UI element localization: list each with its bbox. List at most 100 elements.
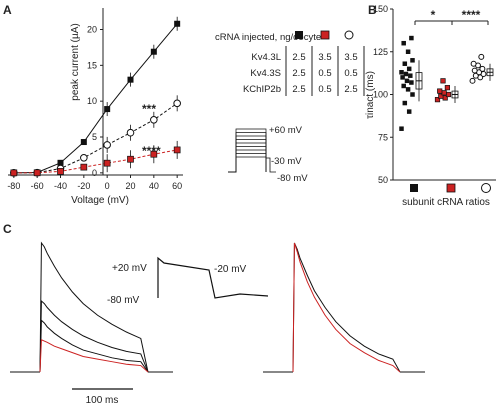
iv-x-tick-label: -60 — [31, 181, 44, 191]
iv-y-tick-label: 10 — [87, 96, 97, 106]
tau-point-2 — [478, 53, 485, 60]
table-cell: 2.5 — [344, 84, 357, 95]
tau-point-0 — [410, 92, 415, 97]
group-marker-red-square — [446, 183, 456, 193]
crna-table: cRNA injected, ng/oocyte Kv4.3L 2.5 3.5 … — [215, 30, 365, 96]
tau-point-2 — [479, 65, 486, 72]
time-scale-label: 100 ms — [86, 395, 119, 406]
protocol-step-line — [228, 139, 267, 173]
iv-series-line-2 — [13, 149, 178, 174]
iv-x-tick-label: 20 — [125, 181, 135, 191]
group-marker-filled-square — [410, 184, 418, 192]
tau-point-0 — [399, 126, 404, 131]
protocol-label-mid: -30 mV — [271, 156, 302, 167]
iv-point-2 — [10, 169, 18, 177]
tau-point-2 — [471, 67, 478, 74]
current-trace-1 — [292, 242, 401, 373]
tau-y-tick-label: 75 — [378, 132, 388, 142]
protocol-step-line — [228, 132, 267, 173]
current-trace-3 — [39, 338, 149, 373]
tau-point-0 — [409, 35, 414, 41]
panel-label-c: C — [3, 222, 12, 236]
table-cell: 0.5 — [318, 84, 331, 95]
tau-x-axis-label: subunit cRNA ratios — [402, 197, 490, 208]
tau-point-1 — [441, 90, 447, 96]
iv-series-line-1 — [13, 102, 178, 174]
tau-point-2 — [469, 77, 476, 84]
tau-point-0 — [404, 78, 410, 84]
table-cell: 0.5 — [344, 68, 357, 79]
iv-x-tick-label: -80 — [7, 181, 20, 191]
iv-series-line-0 — [13, 23, 178, 174]
protocol-step-line — [228, 156, 267, 173]
tau-point-0 — [400, 75, 405, 80]
iv-x-axis-label: Voltage (mV) — [71, 195, 129, 206]
tau-point-0 — [401, 83, 406, 89]
protocol-step-line — [228, 153, 267, 173]
tau-point-1 — [444, 85, 450, 91]
trace-protocol-step: +20 mV — [112, 263, 147, 274]
tau-point-0 — [402, 61, 408, 66]
iv-y-tick-label: 15 — [87, 60, 97, 70]
table-cell: 0.5 — [318, 68, 331, 79]
tau-point-0 — [399, 70, 404, 75]
tau-point-1 — [440, 78, 446, 84]
tau-point-0 — [403, 71, 409, 77]
iv-x-tick-label: 40 — [149, 181, 159, 191]
tau-point-1 — [434, 97, 441, 103]
iv-point-2 — [33, 169, 41, 177]
iv-x-tick-label: 60 — [172, 181, 182, 191]
tau-y-tick-label: 150 — [373, 4, 388, 14]
iv-point-0 — [104, 106, 111, 113]
tau-point-0 — [406, 109, 412, 114]
protocol-label-top: +60 mV — [269, 125, 303, 136]
iv-annotation-1: *** — [142, 102, 156, 116]
iv-y-tick-label: 5 — [92, 132, 97, 142]
protocol-tail — [266, 157, 276, 173]
table-row-name: Kv4.3S — [250, 68, 281, 79]
tau-y-tick-label: 100 — [373, 90, 388, 100]
iv-point-1 — [173, 99, 181, 108]
iv-point-2 — [150, 150, 158, 158]
tau-point-1 — [438, 93, 444, 99]
protocol-steps — [228, 128, 276, 173]
iv-point-0 — [80, 139, 87, 146]
iv-x-tick-label: 0 — [105, 181, 110, 191]
iv-point-2 — [127, 155, 134, 163]
iv-point-2 — [103, 159, 111, 167]
tau-y-tick-label: 125 — [373, 47, 388, 57]
tau-point-0 — [401, 40, 406, 46]
protocol-step-line — [228, 142, 267, 173]
protocol-label-bottom: -80 mV — [277, 173, 308, 184]
iv-point-1 — [126, 128, 135, 137]
protocol-step-line — [228, 135, 267, 173]
trace-protocol-inset: +20 mV -20 mV -80 mV — [107, 256, 269, 306]
table-cell: 2.5 — [292, 52, 305, 63]
voltage-protocol-inset: +60 mV -30 mV -80 mV — [228, 125, 308, 184]
table-row-name: Kv4.3L — [251, 52, 281, 63]
sig-label-2: **** — [462, 8, 481, 22]
table-header-open-circle — [344, 30, 354, 40]
iv-y-axis-label: peak current (µA) — [70, 23, 81, 100]
sig-label-1: * — [431, 8, 436, 22]
table-title: cRNA injected, ng/oocyte — [215, 32, 321, 43]
tau-point-0 — [402, 100, 408, 106]
table-cell: 3.5 — [318, 52, 331, 63]
tau-y-tick-label: 50 — [378, 175, 388, 185]
iv-annotation-2: **** — [142, 144, 161, 158]
iv-y-tick-label: 0 — [92, 168, 97, 178]
iv-point-1 — [80, 153, 88, 162]
iv-point-0 — [174, 20, 181, 27]
panel-label-a: A — [3, 3, 12, 17]
iv-point-2 — [80, 163, 88, 171]
current-trace-0 — [39, 241, 149, 373]
tau-point-0 — [410, 58, 415, 63]
table-cell: 2.5 — [292, 68, 305, 79]
tau-point-1 — [437, 88, 443, 94]
trace-protocol-line — [157, 256, 269, 299]
trace-protocol-repol: -20 mV — [214, 264, 247, 275]
iv-point-2 — [173, 146, 181, 154]
table-cell: 3.5 — [344, 52, 357, 63]
